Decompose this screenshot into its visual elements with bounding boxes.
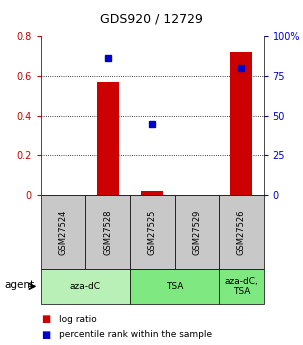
Text: GSM27525: GSM27525 — [148, 209, 157, 255]
Text: agent: agent — [5, 280, 35, 289]
Text: GSM27528: GSM27528 — [103, 209, 112, 255]
Text: aza-dC,
TSA: aza-dC, TSA — [225, 277, 258, 296]
Text: ■: ■ — [41, 314, 50, 324]
Text: GSM27524: GSM27524 — [59, 209, 68, 255]
Text: aza-dC: aza-dC — [70, 282, 101, 291]
Text: ■: ■ — [41, 330, 50, 339]
Text: GSM27526: GSM27526 — [237, 209, 246, 255]
Text: log ratio: log ratio — [59, 315, 97, 324]
Text: GDS920 / 12729: GDS920 / 12729 — [100, 12, 203, 25]
Bar — [230, 52, 252, 195]
Bar — [141, 191, 163, 195]
Bar — [97, 82, 119, 195]
Text: GSM27529: GSM27529 — [192, 209, 201, 255]
Text: TSA: TSA — [166, 282, 183, 291]
Text: percentile rank within the sample: percentile rank within the sample — [59, 330, 212, 339]
